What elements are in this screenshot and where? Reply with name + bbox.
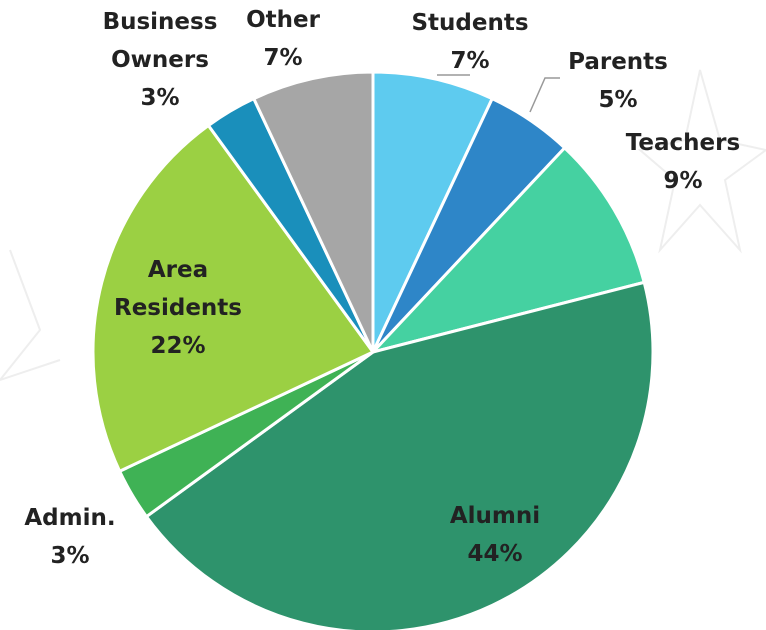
category-name: Area Residents <box>113 257 242 321</box>
leader-line <box>529 77 560 113</box>
pie-slice <box>144 280 655 630</box>
category-name: Business Owners <box>102 9 218 73</box>
category-name: Students <box>411 10 529 36</box>
slice-label: Students 7% <box>370 4 570 80</box>
category-name: Admin. <box>24 505 116 531</box>
slice-label: Parents 5% <box>518 43 718 119</box>
background-stars <box>0 69 766 382</box>
slice-label: Area Residents 22% <box>98 251 258 365</box>
percent-label: 7% <box>263 45 303 71</box>
percent-label: 5% <box>598 87 638 113</box>
pie-slice <box>251 70 375 353</box>
slice-label: Admin. 3% <box>0 499 170 575</box>
category-name: Alumni <box>449 503 541 529</box>
category-name: Teachers <box>625 130 741 156</box>
pie-slice <box>371 70 495 353</box>
category-name: Other <box>246 7 320 33</box>
percent-label: 3% <box>50 543 90 569</box>
percent-label: 9% <box>663 168 703 194</box>
pie-slice <box>368 145 647 355</box>
slice-label: Business Owners 3% <box>85 3 235 117</box>
percent-label: 44% <box>467 541 523 567</box>
percent-label: 7% <box>450 48 490 74</box>
category-name: Parents <box>568 49 668 75</box>
slice-label: Teachers 9% <box>583 124 766 200</box>
percent-label: 3% <box>140 85 180 111</box>
pie-slice <box>91 123 376 474</box>
percent-label: 22% <box>150 333 206 359</box>
slice-label: Other 7% <box>183 1 383 77</box>
slice-label: Alumni 44% <box>395 497 595 573</box>
